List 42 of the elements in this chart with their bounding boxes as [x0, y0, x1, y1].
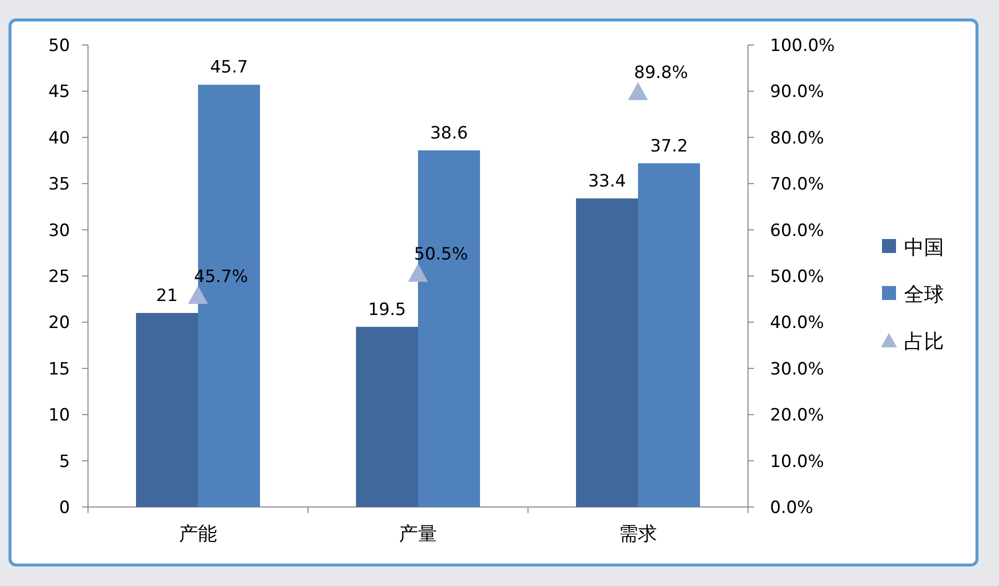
y2-tick-label: 90.0%: [770, 82, 824, 102]
y2-tick-label: 70.0%: [770, 174, 824, 195]
data-label: 37.2: [650, 136, 688, 156]
point: [188, 286, 208, 304]
bar: [638, 163, 700, 507]
point: [628, 82, 648, 100]
x-tick-label: 产量: [399, 523, 437, 545]
y2-tick-label: 50.0%: [770, 267, 824, 287]
y2-tick-label: 30.0%: [770, 359, 824, 380]
x-tick-label: 需求: [619, 523, 657, 545]
data-label: 89.8%: [634, 63, 688, 84]
y-tick-label: 10: [48, 406, 70, 426]
y2-tick-label: 40.0%: [770, 313, 824, 334]
y-tick-label: 15: [48, 359, 70, 380]
y-tick-label: 30: [48, 220, 70, 241]
y-tick-label: 0: [59, 498, 70, 518]
y-tick-label: 45: [48, 82, 70, 102]
bar: [356, 326, 418, 507]
y-tick-label: 25: [48, 267, 70, 287]
y2-tick-label: 100.0%: [770, 36, 835, 56]
x-tick-label: 产能: [179, 523, 217, 545]
point: [408, 264, 428, 282]
y2-tick-label: 0.0%: [770, 498, 814, 518]
data-label: 33.4: [588, 171, 626, 192]
y2-tick-label: 80.0%: [770, 128, 824, 148]
y-tick-label: 40: [48, 128, 70, 148]
y2-tick-label: 10.0%: [770, 452, 824, 472]
y-tick-label: 20: [48, 313, 70, 334]
data-label: 45.7: [210, 58, 248, 78]
bar: [136, 312, 198, 507]
data-label: 19.5: [368, 300, 406, 320]
y2-tick-label: 60.0%: [770, 220, 824, 241]
legend-label: 全球: [904, 282, 944, 306]
data-label: 21: [156, 286, 178, 306]
y-tick-label: 5: [59, 452, 70, 472]
y2-tick-label: 20.0%: [770, 406, 824, 426]
legend-label: 中国: [904, 235, 944, 259]
bar: [576, 198, 638, 507]
data-label: 38.6: [430, 123, 468, 144]
y-tick-label: 50: [48, 36, 70, 56]
legend-label: 占比: [904, 329, 944, 353]
y-tick-label: 35: [48, 174, 70, 195]
